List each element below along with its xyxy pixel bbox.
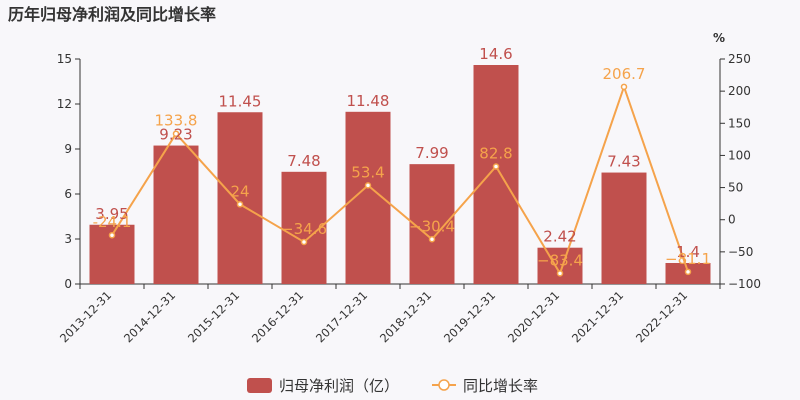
line-value-label: −30.4 xyxy=(409,217,455,235)
bar-value-label: 7.48 xyxy=(287,152,320,170)
line-point xyxy=(492,163,500,170)
bar xyxy=(409,164,455,284)
line-value-label: 53.4 xyxy=(351,163,384,181)
right-axis-unit: % xyxy=(713,31,725,45)
right-tick-label: −100 xyxy=(728,277,761,291)
bar-value-label: 2.42 xyxy=(543,228,576,246)
chart-title: 历年归母净利润及同比增长率 xyxy=(8,5,216,24)
line-point xyxy=(300,238,308,246)
x-tick-label: 2015-12-31 xyxy=(185,288,242,345)
left-tick-label: 6 xyxy=(64,187,72,201)
bar-value-label: 9.23 xyxy=(159,126,192,144)
left-tick-label: 9 xyxy=(64,142,72,156)
data-labels: 3.95 9.23 11.45 7.48 11.48 7.99 14.6 2.42 7.43 1.… xyxy=(93,45,711,269)
right-tick-label: 250 xyxy=(728,52,751,66)
bar xyxy=(537,247,583,284)
bar-value-label: 7.99 xyxy=(415,144,448,162)
bar-value-label: 11.48 xyxy=(347,92,390,110)
line-value-label: 133.8 xyxy=(155,112,198,130)
left-tick-label: 3 xyxy=(64,232,72,246)
line-point xyxy=(684,268,692,276)
line-point xyxy=(364,182,372,189)
line-point xyxy=(172,130,180,137)
right-tick-label: 50 xyxy=(728,181,743,195)
bar xyxy=(153,145,199,284)
x-tick-label: 2019-12-31 xyxy=(441,288,498,345)
right-tick-label: 200 xyxy=(728,84,751,98)
line-value-label: 24 xyxy=(230,182,249,200)
x-tick-label: 2016-12-31 xyxy=(249,288,306,345)
legend-line-marker xyxy=(438,379,450,391)
line-value-label: −83.4 xyxy=(537,251,583,269)
line-point xyxy=(620,83,628,91)
left-tick-label: 0 xyxy=(64,277,72,291)
legend-bar-label: 归母净利润（亿） xyxy=(279,377,399,395)
bar-value-label: 11.45 xyxy=(219,92,262,110)
right-tick-label: 0 xyxy=(728,213,736,227)
x-tick-label: 2022-12-31 xyxy=(633,288,690,345)
bar-value-label: 3.95 xyxy=(95,205,128,223)
line-value-label: −34.6 xyxy=(281,220,327,238)
line-point xyxy=(556,270,564,277)
x-tick-label: 2014-12-31 xyxy=(121,288,178,345)
legend-line-label: 同比增长率 xyxy=(463,377,538,395)
bar xyxy=(473,65,519,284)
left-tick-label: 15 xyxy=(57,52,72,66)
bar-value-label: 1.4 xyxy=(676,243,700,261)
right-tick-label: 100 xyxy=(728,148,751,162)
bar xyxy=(217,112,263,284)
bar xyxy=(601,172,647,284)
bar-value-label: 14.6 xyxy=(479,45,512,63)
legend[interactable]: 归母净利润（亿） 同比增长率 xyxy=(247,377,538,395)
line-value-label: 206.7 xyxy=(603,65,646,83)
line-value-label: −81.1 xyxy=(665,250,711,268)
right-tick-label: −50 xyxy=(728,245,753,259)
x-tick-label: 2013-12-31 xyxy=(57,288,114,345)
line-series xyxy=(108,83,692,277)
legend-bar-swatch xyxy=(247,378,272,393)
line-point xyxy=(108,231,116,239)
x-tick-label: 2018-12-31 xyxy=(377,288,434,345)
x-tick-label: 2021-12-31 xyxy=(569,288,626,345)
line-point xyxy=(236,201,244,208)
line-value-label: 82.8 xyxy=(479,144,512,162)
left-tick-label: 12 xyxy=(57,97,72,111)
growth-line xyxy=(111,83,689,276)
line-point xyxy=(428,236,436,243)
line-value-label: -24.1 xyxy=(93,213,132,231)
x-tick-label: 2020-12-31 xyxy=(505,288,562,345)
x-tick-label: 2017-12-31 xyxy=(313,288,370,345)
right-tick-label: 150 xyxy=(728,116,751,130)
bar-value-label: 7.43 xyxy=(607,153,640,171)
bar-series xyxy=(89,65,711,284)
